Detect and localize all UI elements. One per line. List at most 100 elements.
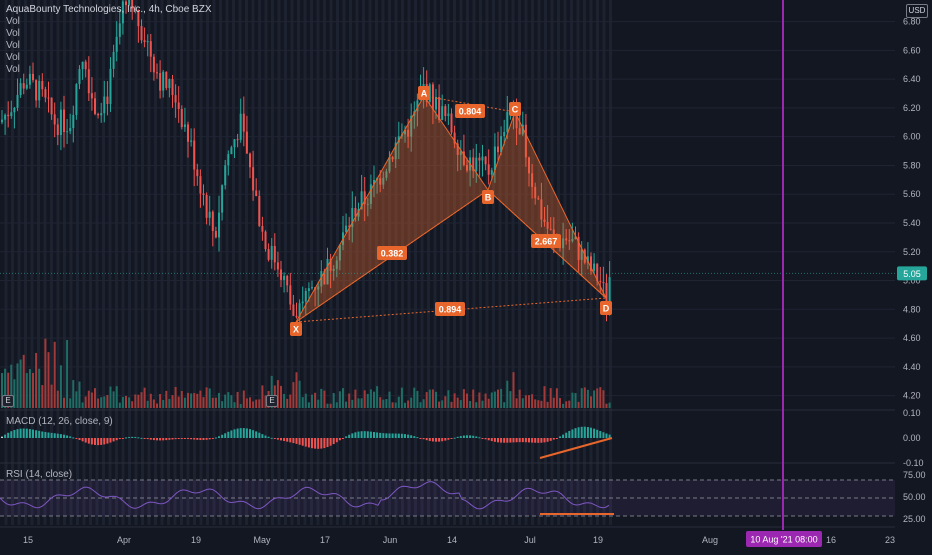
volume-bar [56, 390, 59, 408]
candle-body [431, 84, 434, 110]
volume-bar [512, 372, 515, 408]
candle-body [214, 230, 217, 238]
volume-bar [66, 339, 69, 408]
volume-bar [177, 396, 180, 408]
volume-bar [242, 390, 245, 408]
volume-indicator-label[interactable]: Vol [6, 64, 20, 75]
candle-body [280, 269, 282, 280]
candle-body [475, 157, 478, 171]
candle-body [317, 286, 320, 290]
macd-histogram-bar [348, 434, 351, 438]
macd-histogram-bar [276, 438, 279, 440]
volume-bar [593, 390, 596, 408]
earnings-event-icon[interactable]: E [266, 395, 278, 407]
macd-histogram-bar [267, 436, 270, 438]
candle-body [307, 288, 310, 291]
volume-bar [202, 397, 205, 408]
candle-body [100, 113, 103, 116]
volume-bar [487, 398, 490, 408]
volume-bar [335, 402, 338, 408]
macd-label[interactable]: MACD (12, 26, close, 9) [6, 416, 113, 427]
currency-badge[interactable]: USD [906, 4, 928, 18]
rsi-label[interactable]: RSI (14, close) [6, 469, 73, 480]
macd-histogram-bar [307, 438, 310, 448]
volume-bar [112, 391, 115, 408]
candle-body [453, 132, 456, 144]
macd-histogram-bar [332, 438, 335, 445]
candle-body [267, 249, 270, 260]
candle-body [438, 96, 441, 121]
candle-body [168, 79, 171, 89]
candle-body [323, 271, 326, 285]
volume-bar [165, 390, 168, 408]
volume-bar [450, 401, 453, 408]
candle-body [90, 93, 93, 99]
time-axis-label: Jul [524, 535, 536, 545]
candle-body [407, 129, 410, 137]
macd-histogram-bar [447, 438, 450, 440]
volume-indicator-label[interactable]: Vol [6, 52, 20, 63]
candle-body [391, 157, 394, 160]
candle-body [472, 157, 475, 171]
crosshair-time-badge [746, 531, 822, 547]
volume-bar [1, 373, 3, 408]
volume-bar [137, 394, 140, 408]
macd-histogram-bar [159, 438, 162, 441]
candle-body [528, 157, 530, 174]
macd-histogram-bar [552, 438, 555, 440]
macd-histogram-bar [304, 438, 307, 447]
volume-bar [360, 398, 363, 408]
candle-body [121, 1, 124, 24]
macd-histogram-bar [354, 432, 357, 438]
candle-body [72, 114, 75, 129]
pattern-point-b: B [485, 193, 492, 203]
candle-body [221, 185, 224, 213]
macd-histogram-bar [404, 434, 406, 438]
macd-histogram-bar [208, 438, 211, 440]
volume-bar [342, 388, 344, 408]
volume-bar [363, 390, 366, 408]
volume-bar [146, 400, 149, 408]
volume-bar [323, 390, 326, 408]
macd-histogram-bar [236, 428, 239, 438]
volume-bar [134, 394, 137, 408]
volume-bar [22, 354, 25, 408]
candle-body [348, 225, 351, 228]
volume-bar [431, 389, 434, 408]
volume-bar [577, 401, 580, 408]
volume-bar [270, 375, 273, 408]
volume-indicator-label[interactable]: Vol [6, 40, 20, 51]
candle-body [366, 203, 369, 205]
macd-histogram-bar [118, 438, 121, 440]
candle-body [59, 109, 62, 136]
volume-bar [568, 400, 571, 408]
macd-histogram-bar [534, 438, 537, 443]
volume-bar [602, 390, 605, 408]
volume-bar [320, 388, 323, 408]
candle-body [283, 275, 286, 280]
volume-bar [261, 385, 264, 408]
macd-histogram-bar [7, 432, 10, 438]
macd-histogram-bar [121, 438, 124, 439]
volume-bar [521, 398, 524, 408]
symbol-title[interactable]: AquaBounty Technologies, Inc., 4h, Cboe … [6, 4, 212, 15]
volume-indicator-label[interactable]: Vol [6, 16, 20, 27]
rsi-axis-tick: 50.00 [903, 492, 926, 502]
macd-histogram-bar [230, 430, 233, 438]
macd-histogram-bar [549, 438, 552, 441]
volume-bar [249, 397, 251, 408]
macd-histogram-bar [87, 438, 90, 444]
volume-bar [453, 393, 456, 408]
earnings-event-icon[interactable]: E [2, 395, 14, 407]
volume-bar [183, 397, 186, 408]
candle-body [404, 129, 406, 135]
macd-histogram-bar [190, 438, 193, 440]
macd-histogram-bar [478, 437, 481, 439]
chart-legend: AquaBounty Technologies, Inc., 4h, Cboe … [6, 4, 212, 76]
macd-histogram-bar [515, 438, 518, 443]
candle-body [311, 287, 313, 289]
volume-indicator-label[interactable]: Vol [6, 28, 20, 39]
volume-bar [255, 399, 258, 408]
